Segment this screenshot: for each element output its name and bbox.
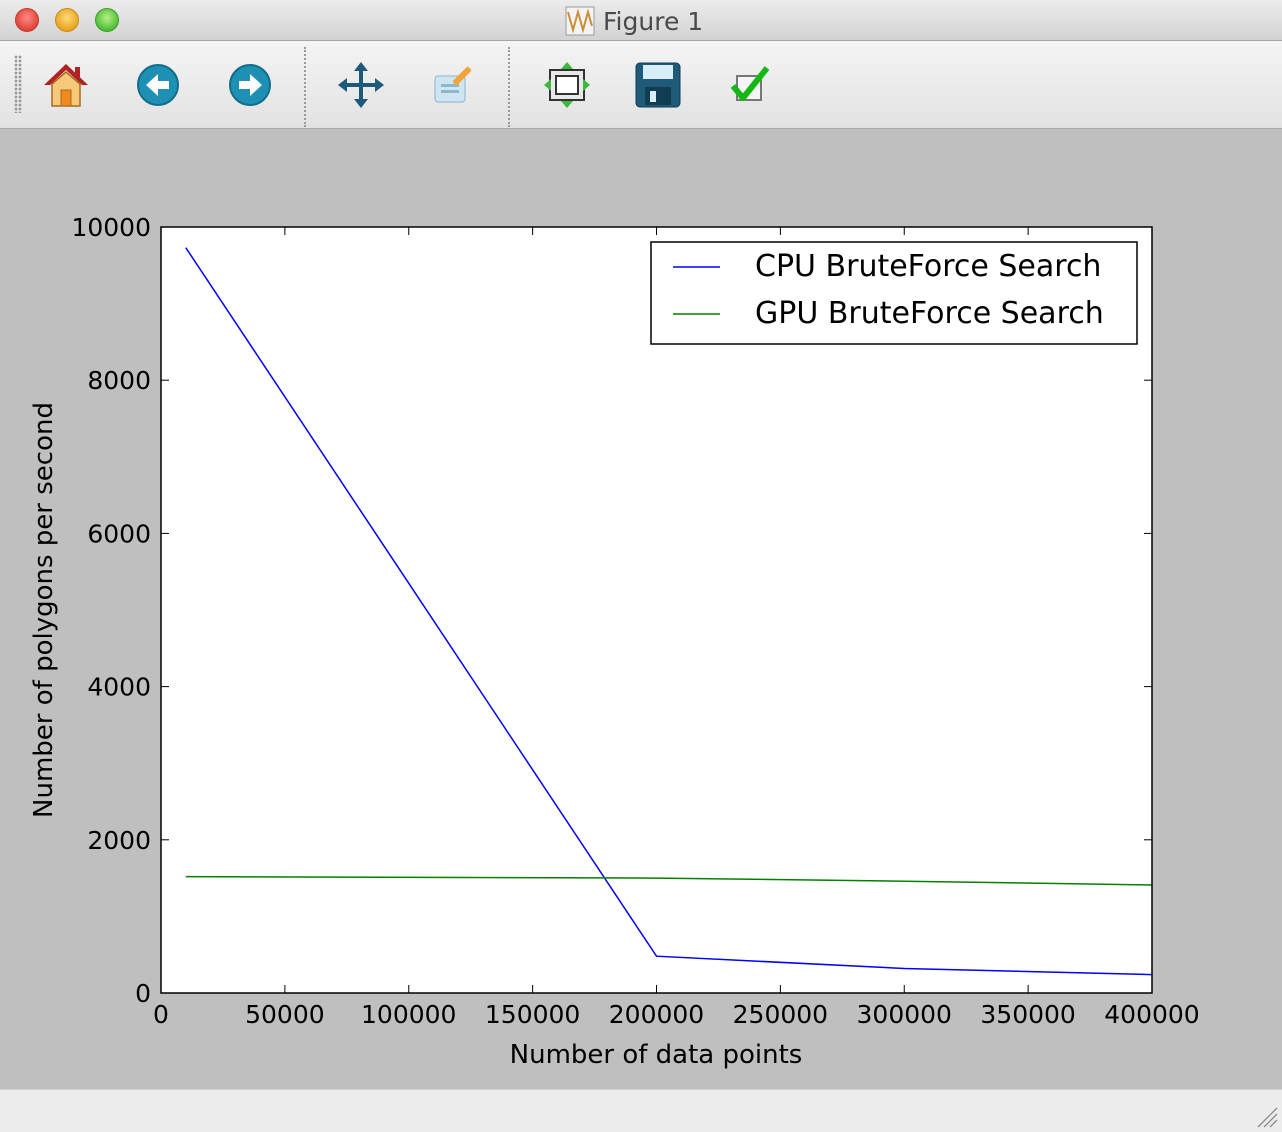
line-chart[interactable]: 0 50000 100000 150000 200000 250000 300000 3500… — [0, 129, 1282, 1089]
back-button[interactable] — [130, 57, 186, 113]
x-tick-label: 250000 — [733, 1000, 828, 1029]
x-tick-label: 0 — [153, 1000, 169, 1029]
legend: CPU BruteForce Search GPU BruteForce Sea… — [650, 241, 1138, 345]
y-tick-label: 2000 — [87, 826, 151, 855]
checkmark-icon — [730, 66, 770, 101]
forward-button[interactable] — [222, 57, 278, 113]
y-tick-label: 0 — [135, 979, 151, 1008]
x-tick-label: 350000 — [980, 1000, 1075, 1029]
home-icon — [44, 64, 88, 107]
save-button[interactable] — [630, 57, 686, 113]
status-bar — [0, 1089, 1282, 1132]
y-tick-label: 4000 — [87, 673, 151, 702]
figure-icon — [565, 6, 595, 36]
x-tick-label: 50000 — [245, 1000, 325, 1029]
window-title: Figure 1 — [565, 5, 703, 37]
axes-frame — [160, 226, 1153, 994]
x-tick-label: 300000 — [857, 1000, 952, 1029]
legend-box — [650, 241, 1138, 345]
close-window-button[interactable] — [15, 8, 39, 32]
series-line-cpu — [185, 247, 1153, 976]
subplots-button[interactable] — [539, 57, 595, 113]
floppy-disk-icon — [635, 62, 681, 108]
y-tick-label: 6000 — [87, 519, 151, 548]
y-axis-label: Number of polygons per second — [29, 402, 59, 818]
toolbar-separator — [304, 47, 306, 127]
zoom-rect-icon — [434, 66, 472, 103]
pan-button[interactable] — [333, 57, 389, 113]
zoom-rect-button[interactable] — [426, 57, 482, 113]
y-tick-label: 10000 — [71, 213, 151, 242]
navigation-toolbar — [0, 41, 1282, 129]
plot-area: 0 50000 100000 150000 200000 250000 300000 3500… — [0, 129, 1282, 1093]
x-tick-label: 400000 — [1104, 1000, 1199, 1029]
y-tick-label: 8000 — [87, 366, 151, 395]
toolbar-separator — [508, 47, 510, 127]
title-bar: Figure 1 — [0, 0, 1282, 41]
legend-label-gpu: GPU BruteForce Search — [755, 296, 1104, 331]
zoom-window-button[interactable] — [95, 8, 119, 32]
back-arrow-icon — [137, 64, 179, 106]
series-line-gpu — [185, 875, 1153, 886]
x-tick-label: 150000 — [485, 1000, 580, 1029]
home-button[interactable] — [38, 57, 94, 113]
window-title-text: Figure 1 — [603, 6, 704, 36]
x-axis-label: Number of data points — [510, 1040, 803, 1070]
edit-parameters-button[interactable] — [722, 57, 778, 113]
move-icon — [338, 62, 384, 108]
toolbar-grip[interactable] — [14, 55, 22, 113]
axes-background — [161, 227, 1152, 993]
minimize-window-button[interactable] — [55, 8, 79, 32]
x-tick-label: 100000 — [361, 1000, 456, 1029]
x-tick-label: 200000 — [609, 1000, 704, 1029]
resize-grip-icon[interactable] — [1256, 1106, 1278, 1128]
subplots-icon — [544, 62, 590, 108]
legend-label-cpu: CPU BruteForce Search — [755, 249, 1101, 284]
forward-arrow-icon — [229, 64, 271, 106]
